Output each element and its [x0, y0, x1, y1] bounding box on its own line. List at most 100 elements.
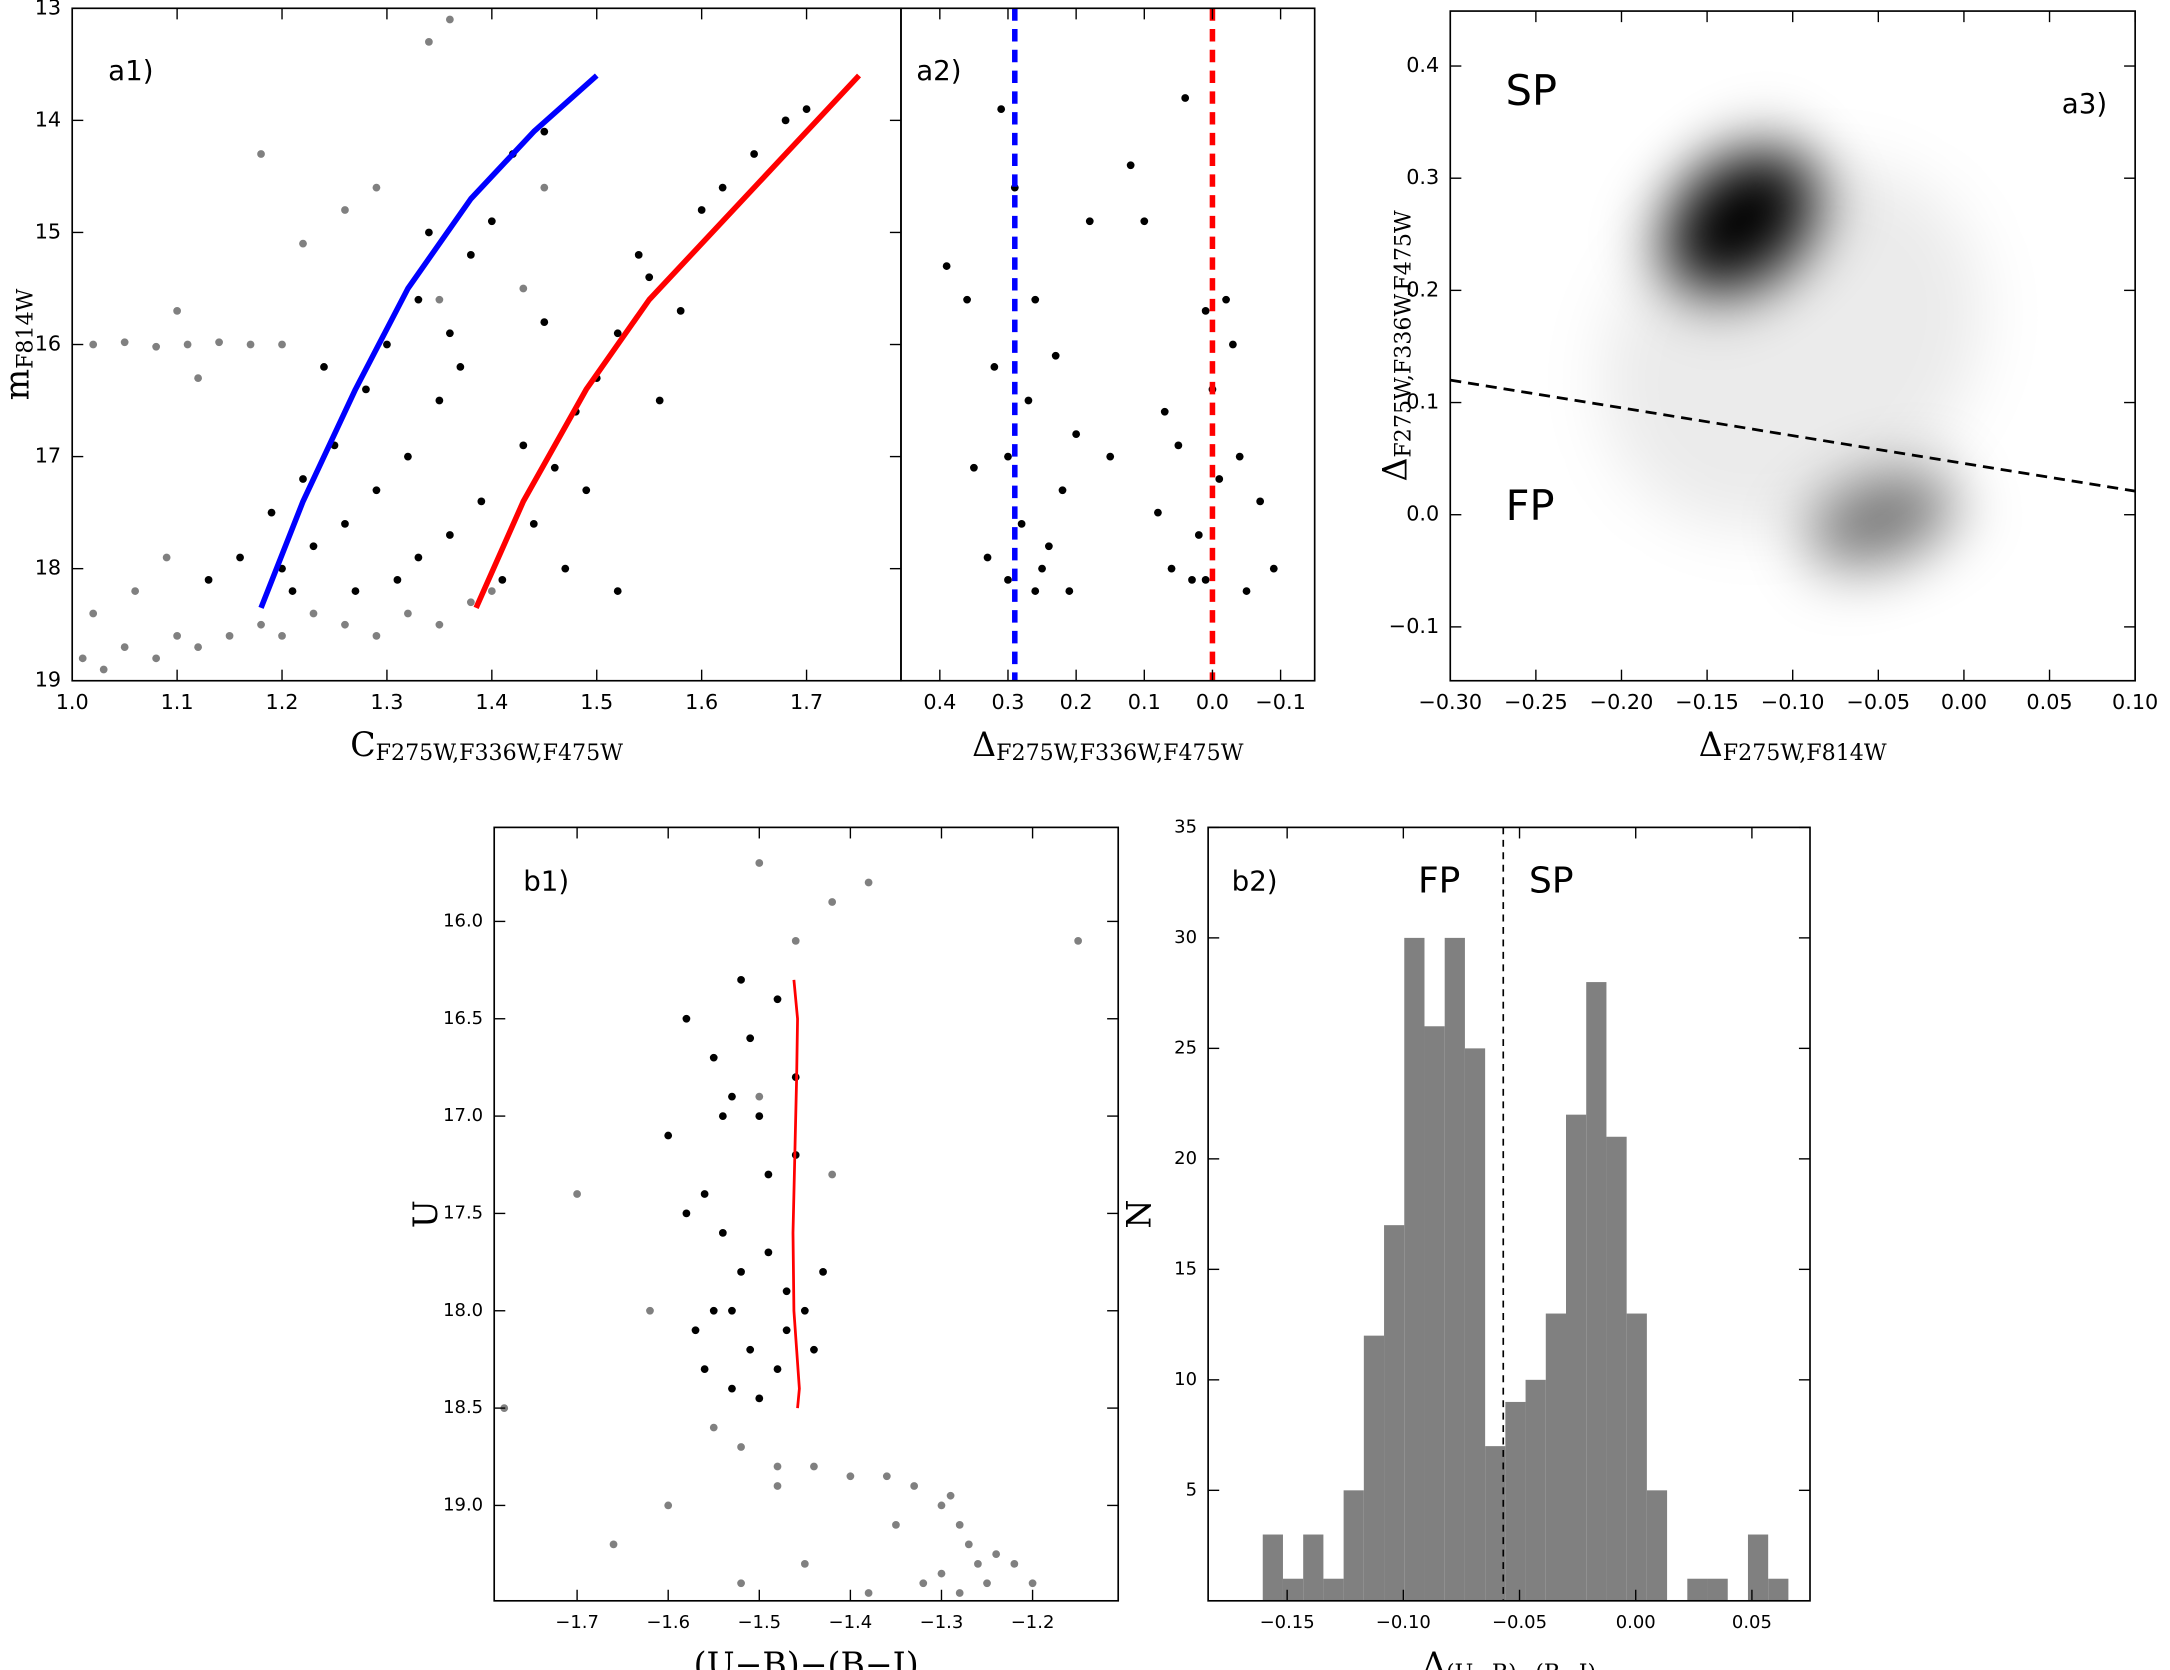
hist-bar — [1606, 1136, 1627, 1601]
x-tick-label: −0.30 — [1418, 690, 1482, 714]
hist-bar — [1505, 1401, 1526, 1601]
star-point — [519, 441, 528, 450]
plot-area — [942, 8, 1278, 681]
star-point — [477, 497, 486, 506]
star-point — [709, 1053, 718, 1062]
star-point — [709, 1306, 718, 1315]
panel-label: a1) — [108, 54, 153, 87]
star-point — [257, 150, 265, 158]
star-point — [99, 665, 108, 674]
star-point — [1106, 452, 1115, 461]
star-point — [983, 553, 992, 562]
star-point — [173, 307, 181, 315]
x-tick-label: 1.2 — [266, 690, 299, 714]
star-point — [737, 1443, 745, 1451]
star-point — [89, 609, 98, 618]
star-point — [1140, 217, 1149, 226]
hist-bar — [1646, 1490, 1668, 1601]
star-point — [1031, 295, 1040, 304]
star-point — [1181, 94, 1190, 102]
star-point — [974, 1559, 982, 1568]
star-point — [802, 105, 811, 114]
panel: 0.4 0.3 0.2 0.1 0.0 −0.1 ΔF275W,F336W,F475W a2) — [900, 7, 1316, 766]
panel: 1.0 1.1 1.2 1.3 1.4 1.5 1.6 1.713141516171819CF… — [0, 0, 902, 766]
x-tick-label: −0.15 — [1675, 690, 1739, 714]
star-point — [1174, 441, 1183, 450]
y-tick-label: 0.1 — [1406, 390, 1439, 414]
star-point — [173, 632, 181, 640]
star-point — [964, 1540, 973, 1549]
y-tick-label: −0.1 — [1389, 614, 1439, 638]
star-point — [372, 632, 381, 640]
star-point — [1010, 1559, 1019, 1568]
star-point — [750, 150, 758, 158]
star-point — [700, 1190, 709, 1198]
y-tick-label: 14 — [35, 107, 61, 131]
y-tick-label: 18.5 — [443, 1397, 483, 1418]
star-point — [573, 1190, 581, 1198]
hist-bar — [1687, 1578, 1708, 1601]
panel-label: b2) — [1232, 865, 1278, 898]
plot-area — [1262, 827, 1789, 1601]
star-point — [983, 1579, 991, 1588]
label-main: N — [1120, 1200, 1159, 1229]
star-point — [120, 643, 129, 651]
star-point — [425, 38, 433, 46]
star-point — [435, 620, 444, 629]
star-point — [782, 1326, 791, 1335]
hist-bar — [1545, 1313, 1567, 1601]
star-point — [781, 116, 790, 125]
x-tick-label: −0.20 — [1590, 690, 1654, 714]
frame — [493, 826, 1120, 1602]
x-tick-label: 0.05 — [1732, 1612, 1772, 1633]
star-point — [773, 1482, 782, 1490]
star-point — [204, 575, 213, 584]
x-tick-label: 1.6 — [685, 690, 718, 714]
star-point — [1024, 396, 1033, 405]
star-point — [540, 127, 549, 136]
label-main: Δ — [1376, 458, 1415, 482]
star-point — [1085, 217, 1094, 226]
y-axis-label: N — [1120, 1200, 1159, 1229]
star-point — [1074, 937, 1082, 945]
y-tick-label: 15 — [1174, 1258, 1197, 1279]
annotation: SP — [1506, 66, 1557, 115]
star-point — [782, 1287, 791, 1296]
x-tick-label: 1.7 — [790, 690, 823, 714]
star-point — [997, 105, 1006, 114]
star-point — [446, 329, 454, 338]
star-point — [278, 340, 286, 349]
annotation: FP — [1506, 481, 1555, 530]
star-point — [992, 1550, 1001, 1558]
fiducial-line — [258, 73, 599, 609]
star-point — [937, 1501, 946, 1510]
label-sub: F275W,F814W — [1723, 740, 1887, 766]
star-point — [446, 15, 454, 24]
star-point — [425, 228, 433, 237]
star-point — [519, 284, 528, 293]
star-point — [1051, 351, 1060, 360]
star-point — [846, 1472, 855, 1481]
label-main: Δ — [1699, 725, 1723, 764]
star-point — [718, 183, 727, 192]
hist-bar — [1303, 1534, 1324, 1601]
plot-area — [1450, 148, 2136, 567]
star-point — [1167, 564, 1176, 573]
x-tick-label: −1.3 — [920, 1612, 964, 1633]
plot-area — [78, 15, 862, 674]
hist-bar — [1747, 1534, 1769, 1601]
star-point — [435, 396, 444, 405]
x-axis-label: CF275W,F336W,F475W — [350, 725, 623, 766]
star-point — [1126, 161, 1135, 170]
star-point — [466, 598, 475, 607]
star-point — [942, 262, 951, 270]
star-point — [257, 620, 265, 629]
star-point — [194, 643, 202, 651]
star-point — [613, 587, 622, 595]
x-tick-label: 0.00 — [1941, 690, 1987, 714]
x-tick-label: 0.00 — [1616, 1612, 1656, 1633]
star-point — [194, 374, 202, 383]
star-point — [299, 475, 307, 483]
star-point — [718, 1229, 727, 1237]
star-point — [341, 206, 349, 214]
